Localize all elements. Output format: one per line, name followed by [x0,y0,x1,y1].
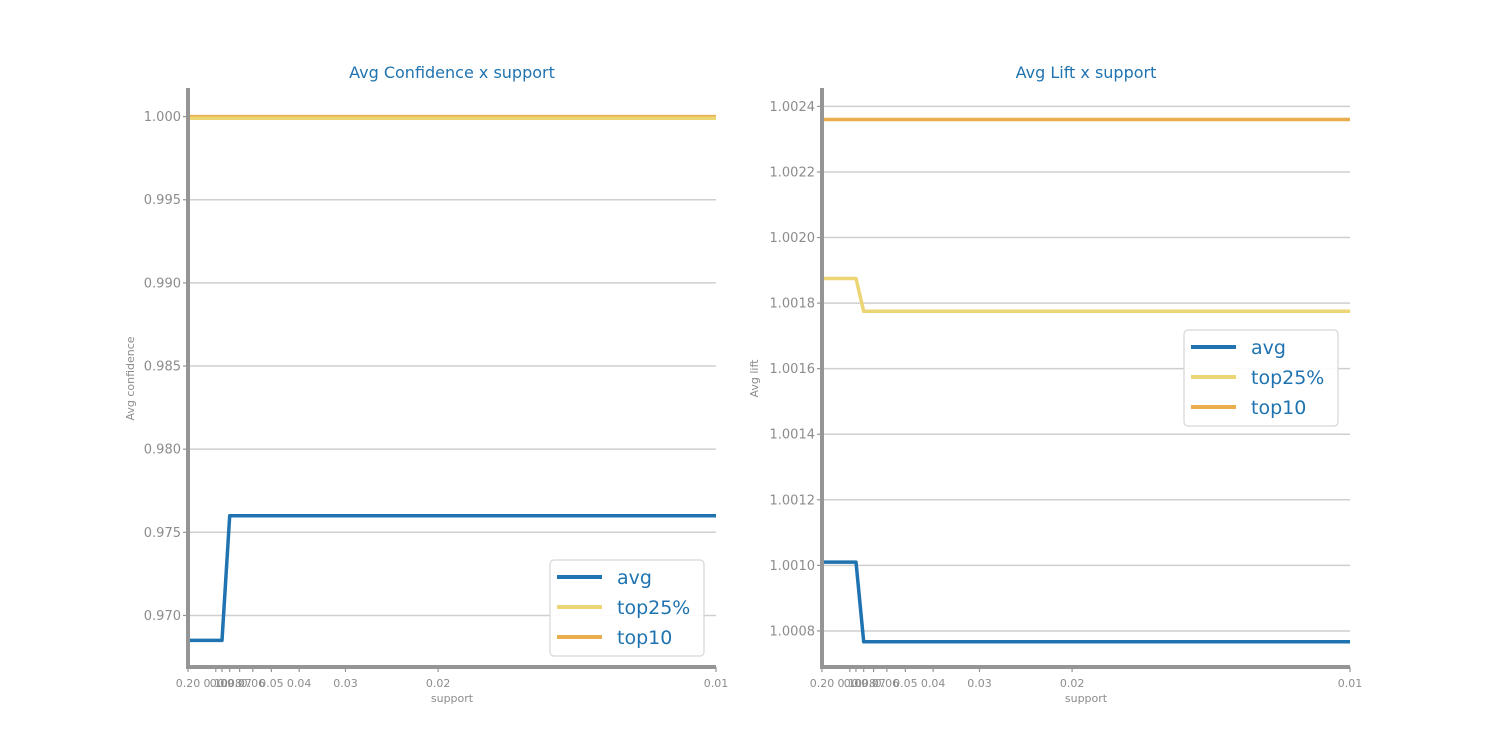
x-tick-label: 0.03 [967,677,992,690]
legend-label: top25% [617,597,690,619]
x-tick-label: 0.20 [810,677,835,690]
legend-box [1183,329,1339,427]
legend-label: top10 [617,627,672,649]
y-tick-label: 1.0020 [770,231,816,246]
y-tick-label: 0.995 [144,193,181,208]
legend-label: avg [1251,337,1286,359]
x-tick-label: 0.04 [287,677,312,690]
y-tick-label: 0.985 [144,360,181,375]
y-axis-label: Avg confidence [124,336,137,420]
series-line-top25pct [822,276,1350,314]
x-tick-label: 0.04 [921,677,946,690]
y-tick-label: 1.0014 [770,428,816,443]
y-tick-label: 1.0012 [770,493,816,508]
x-tick-label: 0.10 [204,677,229,690]
y-tick-label: 0.980 [144,443,181,458]
x-tick-label: 0.02 [1060,677,1085,690]
x-axis-label: support [431,692,474,705]
chart-title: Avg Confidence x support [349,63,555,82]
x-tick-label: 0.10 [838,677,863,690]
y-tick-label: 1.0008 [770,624,816,639]
y-tick-label: 1.0010 [770,559,816,574]
y-tick-label: 0.975 [144,526,181,541]
x-axis-label: support [1065,692,1108,705]
legend-label: top10 [1251,397,1306,419]
y-tick-label: 0.970 [144,609,181,624]
legend: avg top25% top10 [549,559,705,657]
legend: avg top25% top10 [1183,329,1339,427]
y-axis-label: Avg lift [748,359,761,398]
x-tick-label: 0.02 [426,677,451,690]
x-tick-label: 0.09 [210,677,235,690]
series-line-avg [822,560,1350,644]
x-tick-label: 0.07 [227,677,252,690]
x-tick-label: 0.08 [851,677,876,690]
y-tick-label: 1.0016 [770,362,816,377]
x-tick-label: 0.06 [875,677,900,690]
x-tick-label: 0.05 [259,677,284,690]
y-tick-label: 1.0022 [770,165,816,180]
x-tick-label: 0.08 [217,677,242,690]
y-tick-label: 1.0024 [770,100,816,115]
legend-box [549,559,705,657]
x-tick-label: 0.01 [1338,677,1363,690]
y-tick-label: 0.990 [144,276,181,291]
x-tick-label: 0.20 [176,677,201,690]
x-tick-label: 0.07 [861,677,886,690]
legend-label: avg [617,567,652,589]
legend-label: top25% [1251,367,1324,389]
x-tick-label: 0.05 [893,677,918,690]
series-line-avg [188,513,716,643]
y-tick-label: 1.000 [144,110,181,125]
x-tick-label: 0.01 [704,677,729,690]
chart-2: 1.0008 1.0010 1.0012 1.0014 1.0016 1.0018 1.00… [748,63,1362,705]
chart-title: Avg Lift x support [1016,63,1157,82]
x-tick-label: 0.03 [333,677,358,690]
y-tick-label: 1.0018 [770,297,816,312]
x-tick-label: 0.09 [844,677,869,690]
x-tick-label: 0.06 [241,677,266,690]
